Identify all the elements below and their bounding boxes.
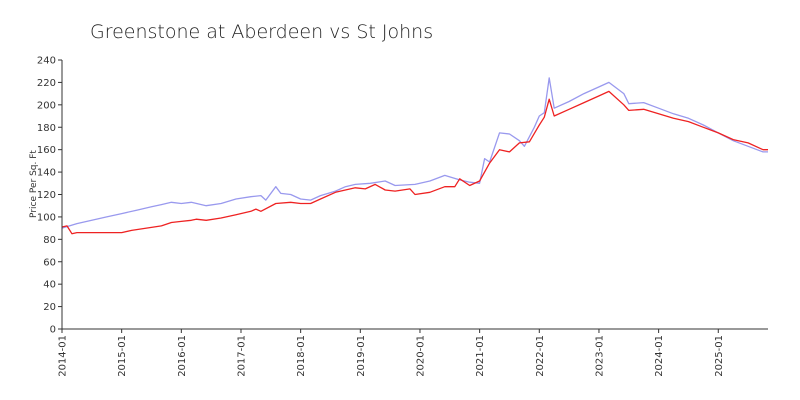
x-tick-label: 2019-01 [356,335,367,377]
y-axis-label: Price Per Sq. Ft [29,150,39,218]
y-tick-label: 220 [37,78,56,89]
x-tick-label: 2020-01 [415,335,426,377]
y-tick-label: 60 [43,257,56,268]
x-axis: 2014-01 2015-01 2016-01 2017-01 2018-01 2019-… [58,329,725,377]
x-tick-label: 2023-01 [594,335,605,377]
y-tick-label: 200 [37,100,56,111]
y-tick-label: 160 [37,145,56,156]
y-tick-label: 180 [37,123,56,134]
y-tick-label: 80 [43,235,56,246]
series-line-1 [61,77,768,229]
y-tick-label: 140 [37,168,56,179]
x-tick-label: 2018-01 [296,335,307,377]
chart-title: Greenstone at Aberdeen vs St Johns [90,21,433,43]
y-axis: 0 20 40 60 80 100 120 140 160 180 200 220 240 [37,56,62,336]
y-tick-label: 240 [37,56,56,67]
x-tick-label: 2014-01 [58,335,69,377]
x-tick-label: 2015-01 [117,335,128,377]
y-tick-label: 20 [43,302,56,313]
x-tick-label: 2021-01 [475,335,486,377]
y-tick-label: 0 [50,325,56,336]
x-tick-label: 2025-01 [714,335,725,377]
plot-area [61,77,768,235]
x-tick-label: 2022-01 [535,335,546,377]
series-line-2 [61,90,768,235]
y-tick-label: 100 [37,212,56,223]
x-tick-label: 2017-01 [236,335,247,377]
y-tick-label: 120 [37,190,56,201]
y-tick-label: 40 [43,280,56,291]
x-tick-label: 2024-01 [654,335,665,377]
x-tick-label: 2016-01 [177,335,188,377]
